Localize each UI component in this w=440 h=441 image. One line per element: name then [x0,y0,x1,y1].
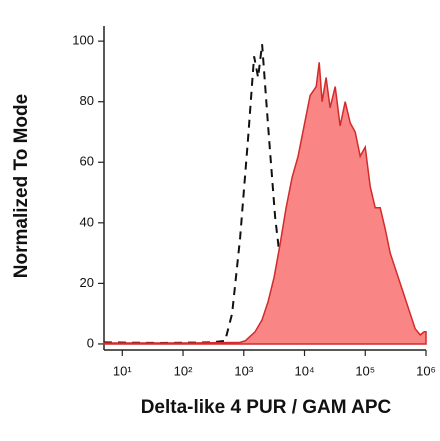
y-tick-label: 20 [80,275,94,290]
x-tick-label: 10⁵ [355,363,375,378]
x-tick-label: 10² [174,363,193,378]
y-tick-label: 80 [80,93,94,108]
x-axis-label: Delta-like 4 PUR / GAM APC [141,397,392,418]
y-tick-label: 40 [80,214,94,229]
x-tick-label: 10³ [234,363,253,378]
y-axis-label: Normalized To Mode [11,94,32,278]
y-tick-label: 60 [80,154,94,169]
y-tick-label: 0 [87,335,94,350]
y-tick-label: 100 [72,33,94,48]
x-tick-label: 10⁶ [416,363,436,378]
x-tick-label: 10⁴ [294,363,314,378]
sample-histogram [103,62,427,345]
x-tick-label: 10¹ [113,363,132,378]
control-histogram [103,44,426,345]
